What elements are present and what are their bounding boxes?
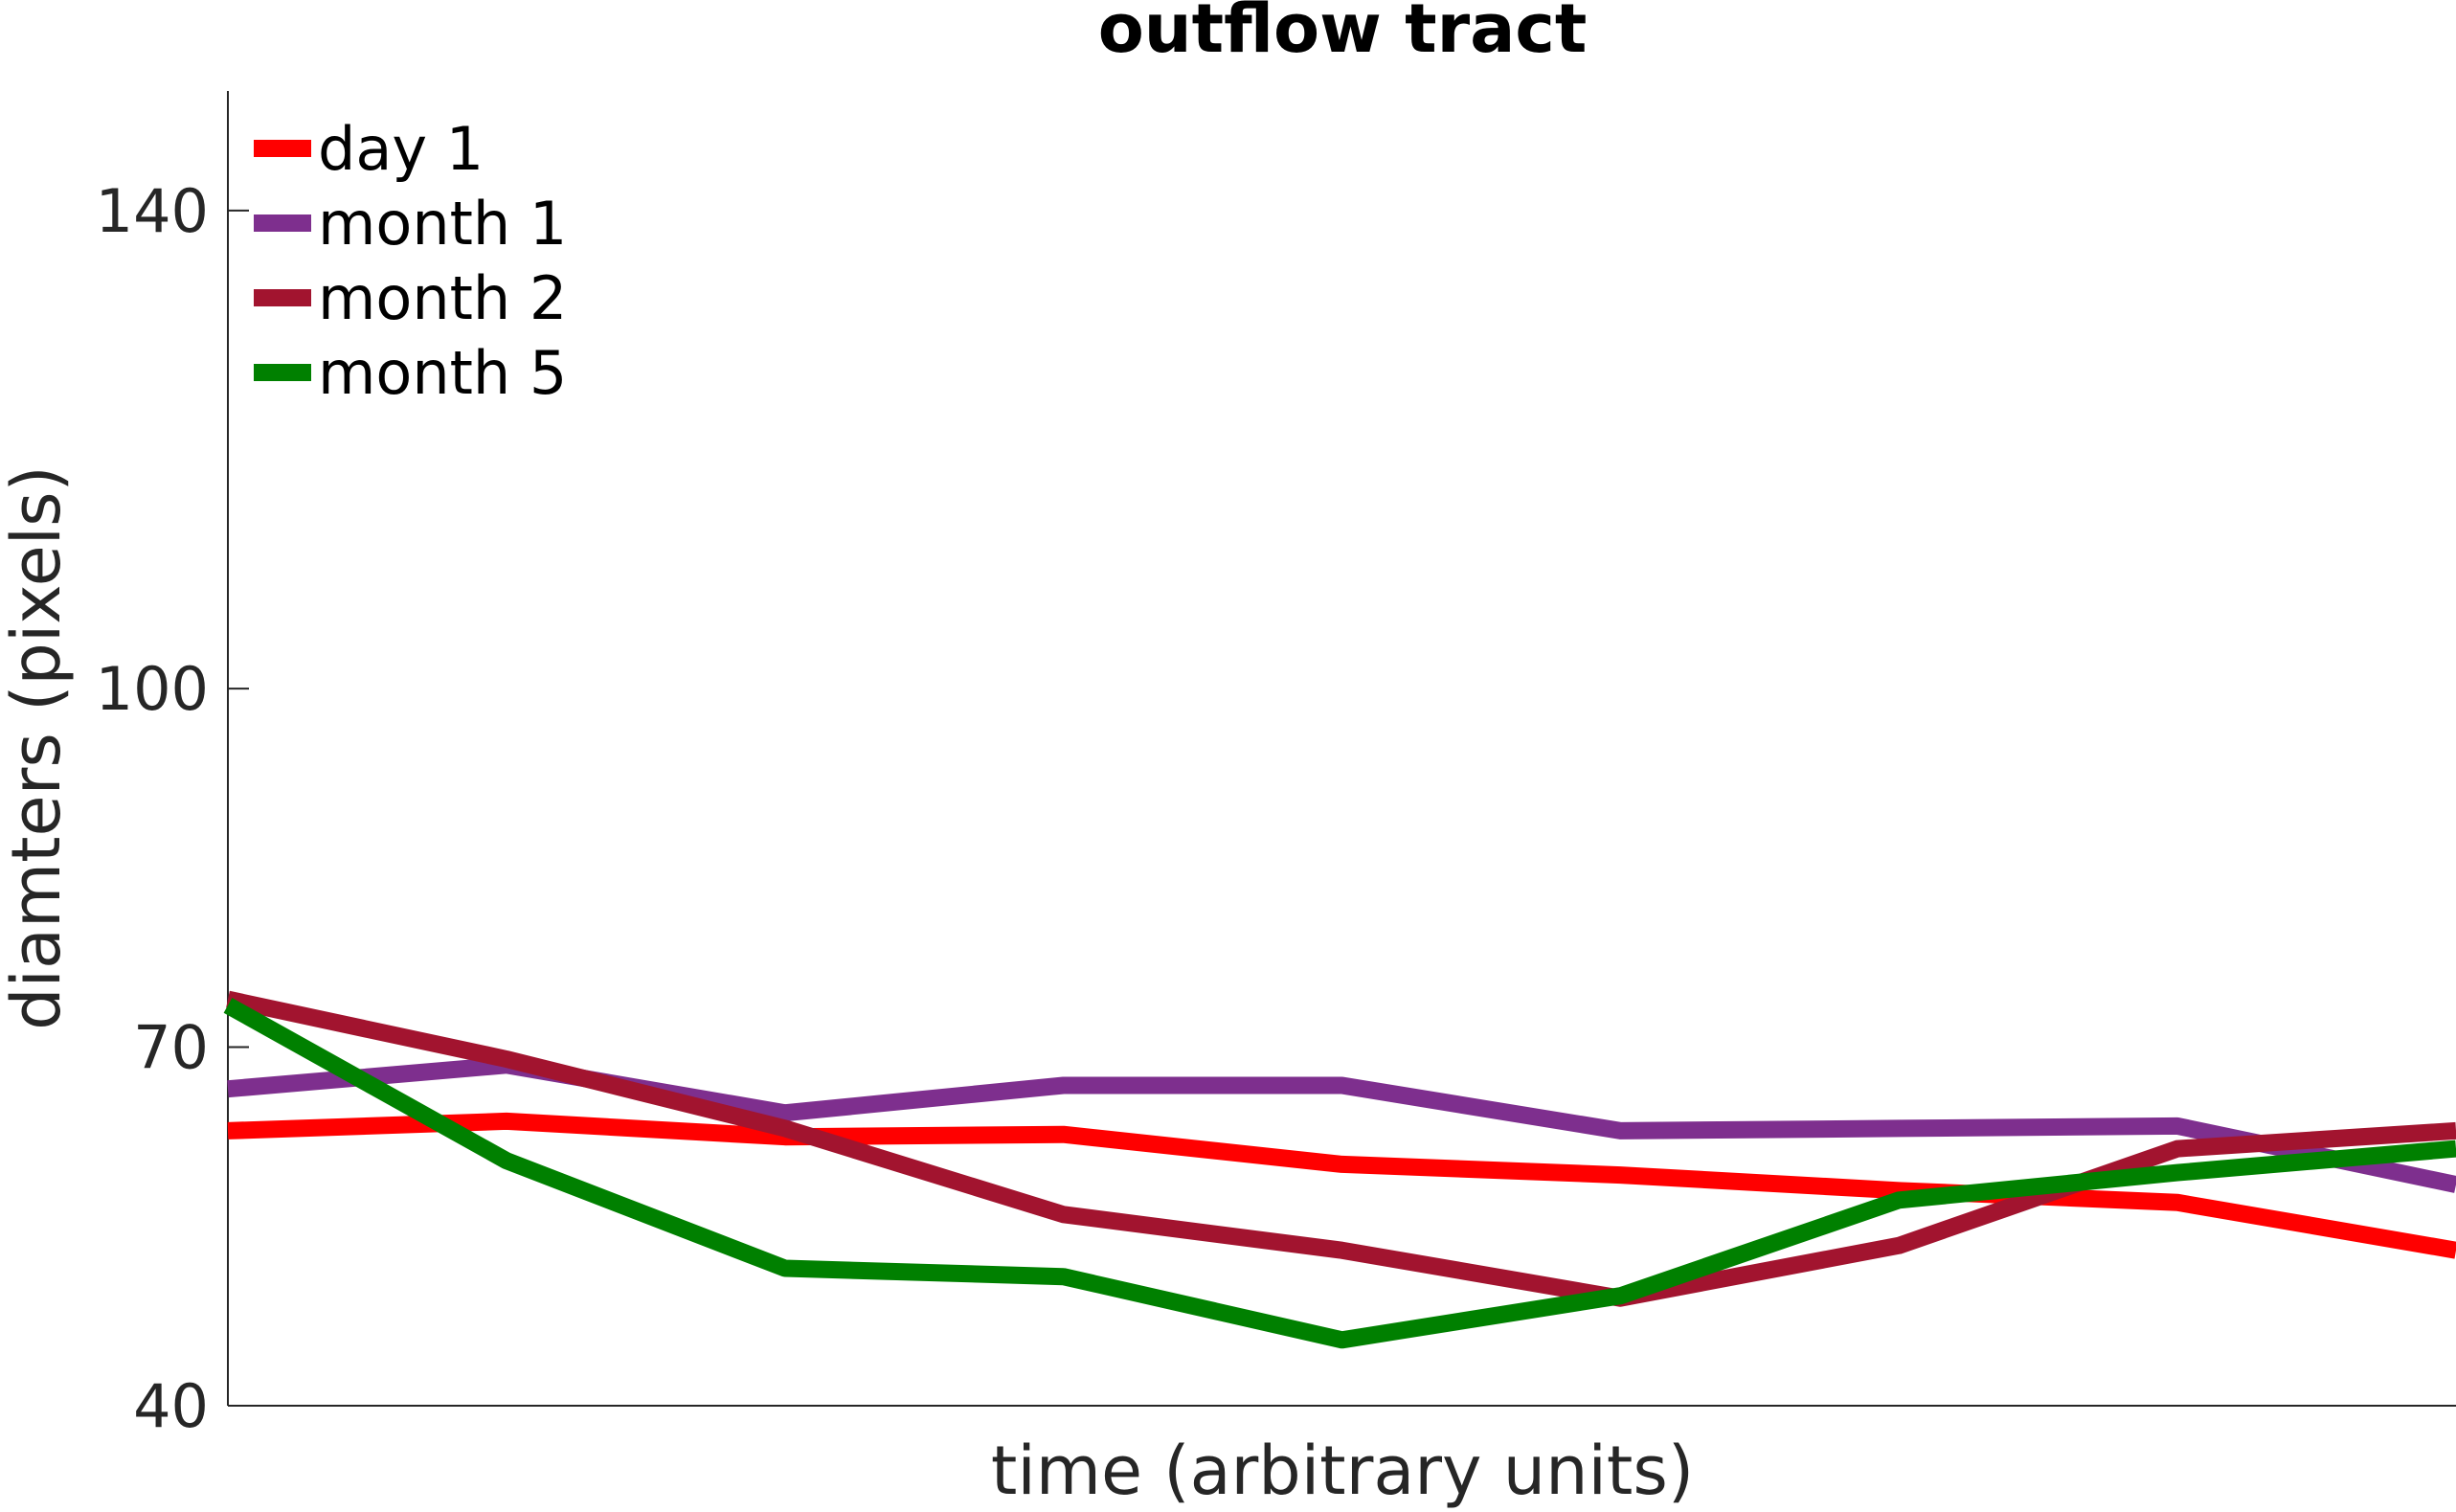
y-tick-label: 70 bbox=[133, 1013, 209, 1083]
y-tick-label: 40 bbox=[133, 1371, 209, 1441]
series-line-month-2 bbox=[226, 990, 2456, 1307]
legend-label: month 2 bbox=[318, 263, 567, 333]
series-line-day-1 bbox=[227, 1112, 2456, 1259]
chart-title: outflow tract bbox=[1098, 0, 1588, 68]
y-axis-label: diamters (pixels) bbox=[0, 465, 76, 1030]
x-axis-label: time (arbitrary units) bbox=[991, 1432, 1694, 1510]
y-ticks: 40 70 100 140 bbox=[96, 176, 249, 1441]
series-lines bbox=[223, 990, 2456, 1349]
legend-label: month 1 bbox=[318, 189, 567, 259]
legend-label: month 5 bbox=[318, 338, 567, 408]
series-line-month-5 bbox=[223, 998, 2456, 1349]
y-tick-label: 100 bbox=[96, 654, 209, 724]
y-tick-label: 140 bbox=[96, 176, 209, 246]
legend-label: day 1 bbox=[318, 114, 484, 184]
plot-area: 40 70 100 140 bbox=[96, 91, 2456, 1441]
